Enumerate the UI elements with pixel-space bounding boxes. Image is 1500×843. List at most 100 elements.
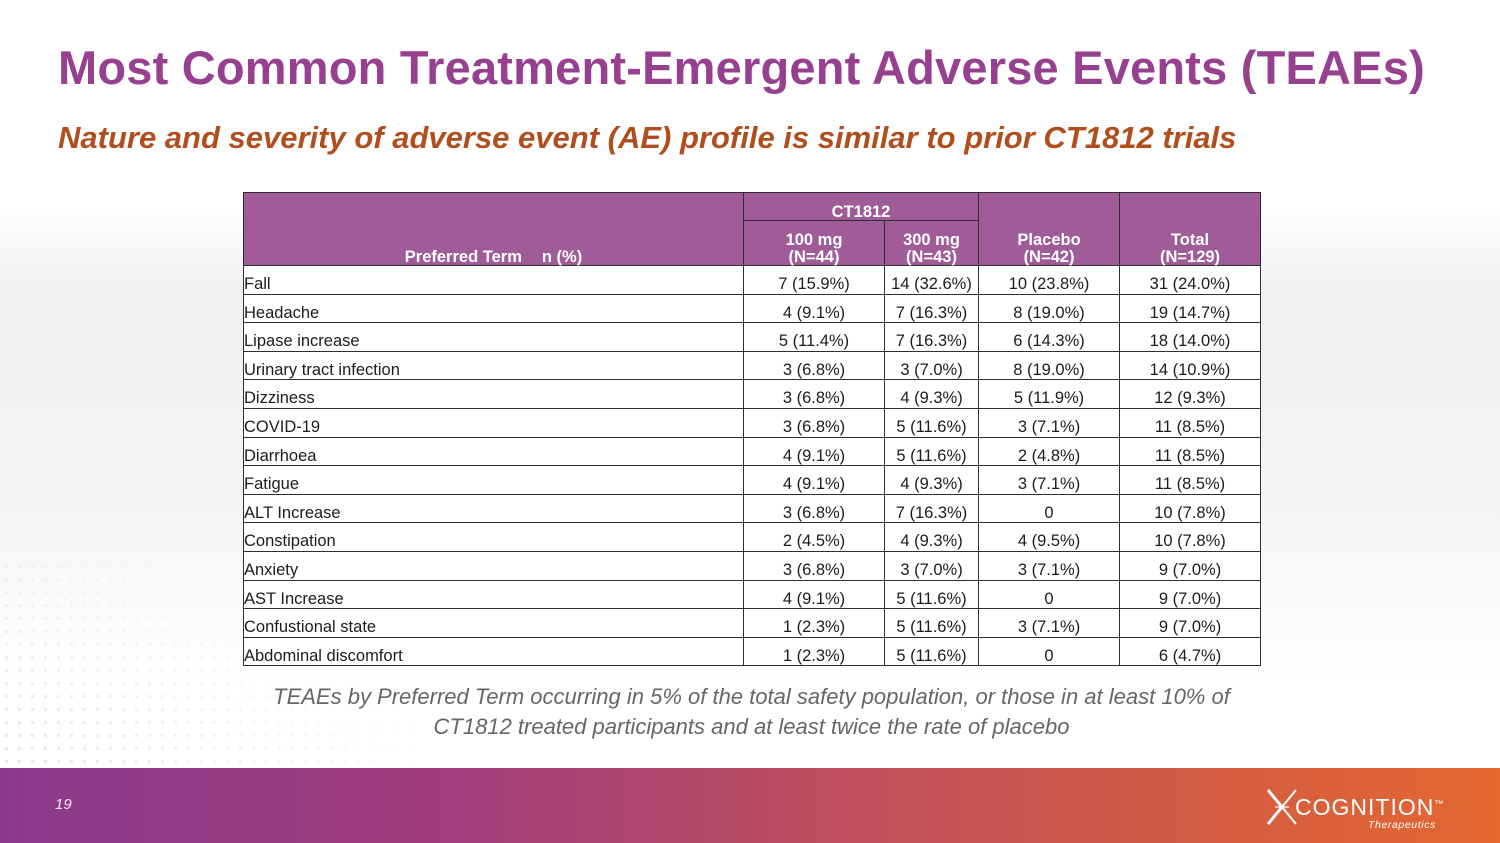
cell-term: Diarrhoea [243, 436, 744, 467]
cell-term: COVID-19 [243, 407, 744, 438]
table-row: AST Increase 4 (9.1%) 5 (11.6%) 0 9 (7.0%) [243, 579, 1262, 610]
cell-100mg: 3 (6.8%) [743, 350, 885, 381]
teae-table: Preferred Term n (%) CT1812 Placebo (N=42)… [243, 192, 1262, 667]
footer-bar: 19 COGNITION™ Therapeutics [0, 768, 1500, 843]
cell-placebo: 2 (4.8%) [978, 436, 1121, 467]
table-row: ALT Increase 3 (6.8%) 7 (16.3%) 0 10 (7.8%) [243, 493, 1262, 524]
table-row: Confustional state 1 (2.3%) 5 (11.6%) 3 (7.… [243, 608, 1262, 638]
cell-100mg: 4 (9.1%) [743, 465, 885, 495]
cell-100mg: 3 (6.8%) [743, 379, 885, 409]
header-n-pct-label: n (%) [541, 247, 583, 266]
cell-placebo: 5 (11.9%) [978, 379, 1121, 409]
cell-placebo: 4 (9.5%) [978, 522, 1121, 552]
cell-300mg: 7 (16.3%) [883, 493, 980, 524]
cell-100mg: 3 (6.8%) [743, 550, 885, 581]
cell-total: 18 (14.0%) [1119, 322, 1262, 352]
cell-100mg: 4 (9.1%) [743, 293, 885, 324]
cell-placebo: 0 [978, 579, 1121, 610]
cell-total: 10 (7.8%) [1119, 522, 1262, 552]
cell-term: Lipase increase [243, 322, 744, 352]
logo-wordmark: COGNITION™ [1295, 794, 1444, 821]
table-row: Anxiety 3 (6.8%) 3 (7.0%) 3 (7.1%) 9 (7.0%) [243, 550, 1262, 581]
table-row: Dizziness 3 (6.8%) 4 (9.3%) 5 (11.9%) 12 (9.… [243, 379, 1262, 409]
cell-term: AST Increase [243, 579, 744, 610]
header-placebo-line2: (N=42) [1023, 247, 1075, 266]
cell-total: 19 (14.7%) [1119, 293, 1262, 324]
table-footnote: TEAEs by Preferred Term occurring in 5% … [273, 684, 1230, 739]
header-300mg-line1: 300 mg [903, 231, 960, 249]
table-row: Fall 7 (15.9%) 14 (32.6%) 10 (23.8%) 31 (24.… [243, 265, 1262, 295]
table-row: COVID-19 3 (6.8%) 5 (11.6%) 3 (7.1%) 11 (8.5… [243, 407, 1262, 438]
cell-300mg: 5 (11.6%) [883, 407, 980, 438]
logo-tagline: Therapeutics [1368, 819, 1436, 831]
cell-total: 31 (24.0%) [1119, 265, 1262, 295]
table-row: Fatigue 4 (9.1%) 4 (9.3%) 3 (7.1%) 11 (8.5%) [243, 465, 1262, 495]
cell-total: 6 (4.7%) [1119, 636, 1262, 667]
header-placebo-line1: Placebo [1017, 231, 1081, 249]
slide-title: Most Common Treatment-Emergent Adverse E… [58, 41, 1425, 94]
cell-placebo: 3 (7.1%) [978, 608, 1121, 638]
cell-term: Fatigue [243, 465, 744, 495]
cell-100mg: 4 (9.1%) [743, 579, 885, 610]
cell-total: 11 (8.5%) [1119, 407, 1262, 438]
cell-300mg: 5 (11.6%) [883, 579, 980, 610]
cell-placebo: 10 (23.8%) [978, 265, 1121, 295]
table-row: Diarrhoea 4 (9.1%) 5 (11.6%) 2 (4.8%) 11 (8.… [243, 436, 1262, 467]
cell-placebo: 3 (7.1%) [978, 465, 1121, 495]
header-placebo: Placebo (N=42) [978, 192, 1121, 266]
cell-100mg: 1 (2.3%) [743, 608, 885, 638]
table-row: Abdominal discomfort 1 (2.3%) 5 (11.6%) 0 6 … [243, 636, 1262, 667]
cell-term: Fall [243, 265, 744, 295]
header-100mg: 100 mg (N=44) [743, 220, 885, 266]
header-total-line2: (N=129) [1159, 247, 1221, 266]
header-total-line1: Total [1170, 231, 1210, 249]
cell-term: Abdominal discomfort [243, 636, 744, 667]
cell-300mg: 7 (16.3%) [883, 293, 980, 324]
cell-placebo: 0 [978, 493, 1121, 524]
cell-total: 9 (7.0%) [1119, 608, 1262, 638]
cell-term: Dizziness [243, 379, 744, 409]
header-ct1812-group: CT1812 [742, 192, 980, 221]
table-row: Urinary tract infection 3 (6.8%) 3 (7.0%) 8… [243, 350, 1262, 381]
company-logo: COGNITION™ Therapeutics [1265, 784, 1465, 834]
cell-total: 14 (10.9%) [1119, 350, 1262, 381]
cell-placebo: 0 [978, 636, 1121, 667]
cell-100mg: 4 (9.1%) [743, 436, 885, 467]
cell-100mg: 2 (4.5%) [743, 522, 885, 552]
cell-300mg: 14 (32.6%) [883, 265, 980, 295]
cell-total: 9 (7.0%) [1119, 579, 1262, 610]
cell-100mg: 1 (2.3%) [743, 636, 885, 667]
cell-total: 11 (8.5%) [1119, 465, 1262, 495]
header-300mg: 300 mg (N=43) [883, 220, 980, 266]
cell-300mg: 5 (11.6%) [883, 608, 980, 638]
cell-placebo: 8 (19.0%) [978, 293, 1121, 324]
logo-trademark: ™ [1434, 798, 1445, 809]
cell-term: Anxiety [243, 550, 744, 581]
cell-300mg: 7 (16.3%) [883, 322, 980, 352]
cell-100mg: 3 (6.8%) [743, 407, 885, 438]
cell-300mg: 4 (9.3%) [883, 522, 980, 552]
cell-100mg: 5 (11.4%) [743, 322, 885, 352]
header-preferred-term: Preferred Term n (%) [243, 192, 744, 266]
cell-placebo: 6 (14.3%) [978, 322, 1121, 352]
header-total: Total (N=129) [1119, 192, 1262, 266]
table-header-row-top: Preferred Term n (%) CT1812 Placebo (N=42)… [243, 192, 1262, 266]
header-100mg-line2: (N=44) [788, 247, 840, 266]
page-number: 19 [55, 796, 72, 813]
cell-term: Urinary tract infection [243, 350, 744, 381]
cell-term: Confustional state [243, 608, 744, 638]
cell-300mg: 4 (9.3%) [883, 465, 980, 495]
cell-term: Constipation [243, 522, 744, 552]
cell-total: 11 (8.5%) [1119, 436, 1262, 467]
cell-placebo: 8 (19.0%) [978, 350, 1121, 381]
cell-placebo: 3 (7.1%) [978, 550, 1121, 581]
logo-name: COGNITION [1295, 794, 1435, 820]
header-300mg-line2: (N=43) [906, 247, 957, 266]
cell-term: Headache [243, 293, 744, 324]
header-preferred-term-label: Preferred Term [404, 247, 522, 266]
table-row: Headache 4 (9.1%) 7 (16.3%) 8 (19.0%) 19 (14… [243, 293, 1262, 324]
table-row: Constipation 2 (4.5%) 4 (9.3%) 4 (9.5%) 10 (… [243, 522, 1262, 552]
cell-total: 9 (7.0%) [1119, 550, 1262, 581]
x-mark-icon [1266, 789, 1297, 825]
cell-300mg: 3 (7.0%) [883, 550, 980, 581]
